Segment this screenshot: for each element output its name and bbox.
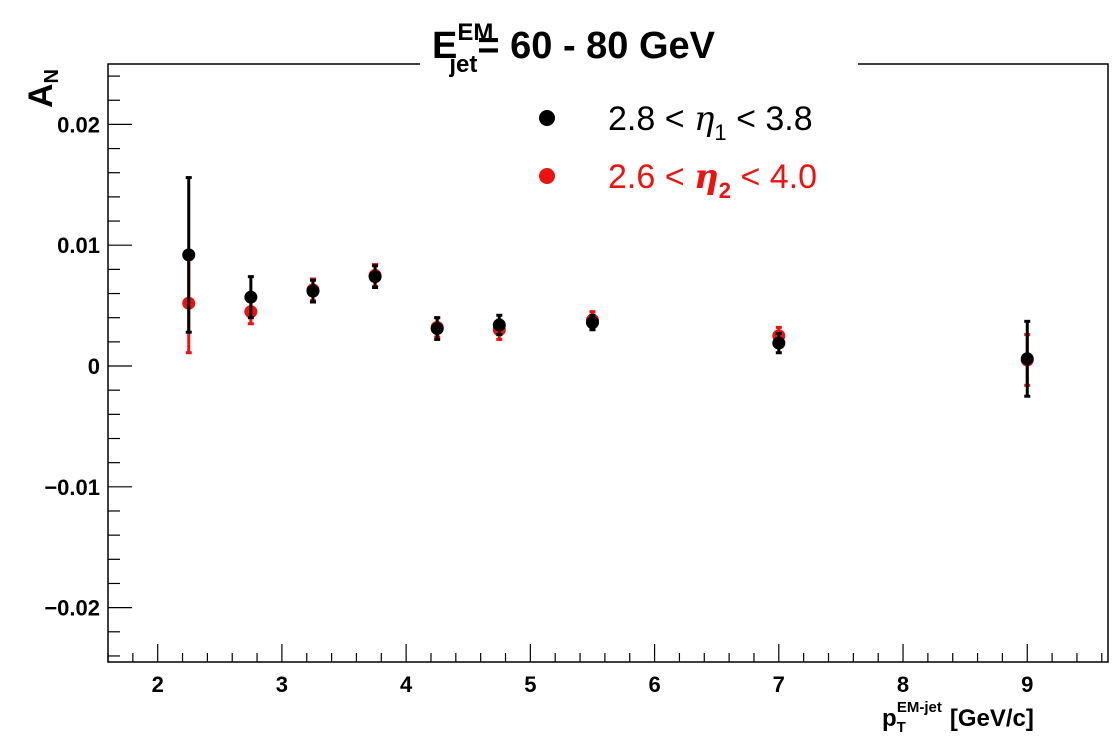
legend-series-0-pre: 2.6 < <box>608 158 694 196</box>
x-axis-label-sub: T <box>897 719 906 736</box>
x-tick-label: 9 <box>1021 672 1033 697</box>
data-point <box>182 248 196 262</box>
y-axis-label-text: AN <box>22 69 63 108</box>
data-points <box>182 176 1034 398</box>
series-0 <box>182 252 1034 387</box>
legend-series-1-post: < 3.8 <box>727 100 813 138</box>
x-axis-label-unit: [GeV/c] <box>950 705 1034 732</box>
legend-series-1-pre: 2.8 < <box>608 100 694 138</box>
x-tick-label: 7 <box>773 672 785 697</box>
x-tick-label: 3 <box>276 672 288 697</box>
legend-series-1-sub: 1 <box>714 120 726 145</box>
x-tick-label: 2 <box>152 672 164 697</box>
y-axis-label: AN <box>22 69 63 108</box>
x-tick-label: 8 <box>897 672 909 697</box>
title-main: E <box>432 25 457 67</box>
x-axis-label-main: p <box>882 705 897 732</box>
legend-series-0-sub: 2 <box>719 178 731 203</box>
data-point <box>306 284 320 298</box>
x-tick-label: 4 <box>400 672 413 697</box>
data-point <box>585 316 599 330</box>
y-tick-label: 0.02 <box>57 112 100 137</box>
data-point <box>244 290 258 304</box>
axes: 2 3 4 5 6 7 8 9 0.02 0.01 0 −0.01 −0.02 <box>44 63 1109 697</box>
legend-entry-series-1: 2.8 < η1 < 3.8 <box>608 99 813 145</box>
series-1 <box>182 176 1034 398</box>
legend-series-0-post: < 4.0 <box>731 158 817 196</box>
legend-marker-series-0 <box>539 168 555 184</box>
y-tick-label: 0.01 <box>57 233 100 258</box>
legend-marker-series-1 <box>539 110 555 126</box>
x-tick-label: 5 <box>524 672 536 697</box>
chart-title: EEM jet= 60 - 80 GeV <box>420 10 858 80</box>
legend: 2.8 < η1 < 3.8 2.6 < η2 < 4.0 <box>539 99 817 203</box>
data-point <box>772 336 786 350</box>
y-tick-label: −0.02 <box>44 596 100 621</box>
plot-frame <box>107 63 1109 663</box>
x-axis-label: pT EM-jet [GeV/c] <box>882 699 1034 736</box>
y-axis-label-sub: N <box>41 69 63 83</box>
x-axis-label-sup: EM-jet <box>897 699 942 716</box>
legend-series-1-eta: η <box>694 99 715 139</box>
title-text: EEM jet= 60 - 80 GeV <box>432 19 716 78</box>
data-point <box>492 318 506 332</box>
data-point <box>430 322 444 336</box>
legend-series-0-eta: η <box>694 157 719 197</box>
title-sup: EM <box>457 19 493 46</box>
title-rest: = 60 - 80 GeV <box>477 25 715 67</box>
y-tick-label: 0 <box>88 354 100 379</box>
y-axis-label-main: A <box>22 83 60 108</box>
legend-entry-series-0: 2.6 < η2 < 4.0 <box>608 157 817 203</box>
y-tick-label: −0.01 <box>44 475 100 500</box>
data-point <box>1020 352 1034 366</box>
title-sub: jet <box>448 51 477 78</box>
data-point <box>368 270 382 284</box>
x-tick-label: 6 <box>648 672 660 697</box>
title-box <box>420 10 858 80</box>
